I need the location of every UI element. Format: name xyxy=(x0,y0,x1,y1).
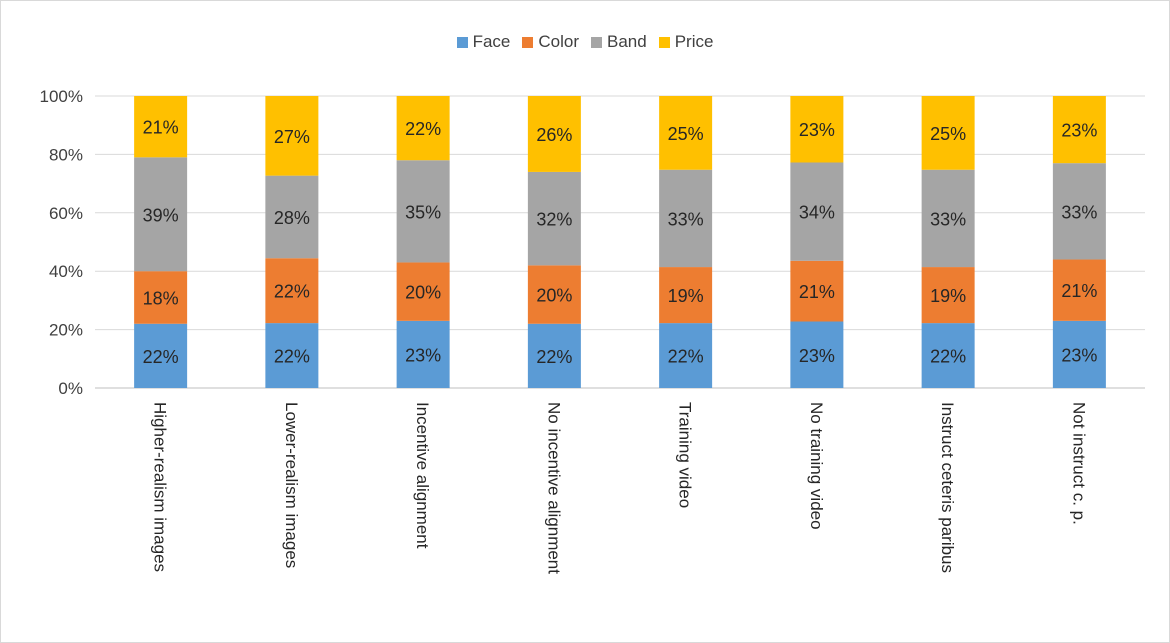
data-label: 26% xyxy=(536,125,572,145)
x-tick-label: Training video xyxy=(676,402,695,508)
data-label: 33% xyxy=(1061,202,1097,222)
legend-swatch-color xyxy=(522,36,534,48)
bar-segment-face xyxy=(921,323,975,388)
bar-segment-color xyxy=(134,271,188,324)
legend-item-band: Band xyxy=(590,32,647,52)
data-label: 20% xyxy=(536,286,572,306)
legend-swatch-price xyxy=(658,36,670,48)
legend-label-price: Price xyxy=(674,32,714,51)
y-tick-label: 60% xyxy=(49,204,83,223)
bar-segment-band xyxy=(265,175,319,259)
data-label: 33% xyxy=(930,209,966,229)
data-label: 23% xyxy=(1061,121,1097,141)
data-label: 25% xyxy=(668,124,704,144)
data-label: 22% xyxy=(405,119,441,139)
legend: Face Color Band Price xyxy=(0,32,1170,52)
legend-item-color: Color xyxy=(522,32,579,52)
bar-segment-price xyxy=(659,96,713,170)
legend-label-color: Color xyxy=(538,32,579,51)
data-label: 25% xyxy=(930,124,966,144)
x-tick-label: Not instruct c. p. xyxy=(1069,402,1088,525)
x-tick-label: No training video xyxy=(807,402,826,530)
data-label: 22% xyxy=(274,347,310,367)
data-label: 19% xyxy=(668,286,704,306)
y-tick-label: 80% xyxy=(49,145,83,164)
x-tick-label: Instruct ceteris paribus xyxy=(938,402,957,573)
data-label: 22% xyxy=(668,347,704,367)
x-tick-label: No incentive alignment xyxy=(544,402,563,574)
data-label: 21% xyxy=(1061,281,1097,301)
data-label: 35% xyxy=(405,202,441,222)
bar-segment-band xyxy=(921,169,975,268)
x-tick-label: Lower-realism images xyxy=(282,402,301,568)
y-tick-label: 100% xyxy=(40,87,83,106)
bar-segment-face xyxy=(265,323,319,388)
data-label: 23% xyxy=(799,120,835,140)
bar-segment-band xyxy=(134,157,188,272)
bar-segment-price xyxy=(921,96,975,170)
bar-segment-band xyxy=(527,171,581,266)
legend-swatch-band xyxy=(590,36,602,48)
x-tick-label: Higher-realism images xyxy=(151,402,170,572)
data-label: 28% xyxy=(274,208,310,228)
bar-segment-face xyxy=(527,323,581,388)
bar-segment-price xyxy=(790,96,844,163)
bar-segment-price xyxy=(1052,96,1106,164)
y-tick-label: 20% xyxy=(49,321,83,340)
legend-label-band: Band xyxy=(606,32,647,51)
bar-segment-color xyxy=(527,265,581,324)
data-label: 23% xyxy=(799,346,835,366)
data-label: 27% xyxy=(274,127,310,147)
bar-segment-face xyxy=(134,323,188,388)
bar-segment-price xyxy=(396,96,450,161)
bar-segment-color xyxy=(790,260,844,322)
data-label: 19% xyxy=(930,286,966,306)
data-label: 18% xyxy=(143,288,179,308)
bar-segment-color xyxy=(396,262,450,321)
legend-item-face: Face xyxy=(456,32,511,52)
y-tick-label: 0% xyxy=(58,379,83,398)
data-label: 20% xyxy=(405,283,441,303)
data-label: 39% xyxy=(143,205,179,225)
data-label: 22% xyxy=(930,347,966,367)
legend-label-face: Face xyxy=(472,32,511,51)
data-label: 21% xyxy=(799,282,835,302)
bar-segment-band xyxy=(1052,163,1106,260)
data-label: 32% xyxy=(536,210,572,230)
bar-segment-color xyxy=(921,267,975,324)
bar-segment-price xyxy=(134,96,188,158)
bar-segment-color xyxy=(1052,259,1106,321)
bar-segment-band xyxy=(396,160,450,263)
data-label: 22% xyxy=(536,347,572,367)
bar-segment-face xyxy=(396,320,450,388)
data-label: 22% xyxy=(143,347,179,367)
bar-segment-face xyxy=(790,321,844,388)
legend-item-price: Price xyxy=(658,32,714,52)
bar-segment-price xyxy=(527,96,581,172)
bar-segment-color xyxy=(659,267,713,324)
bar-segment-face xyxy=(659,323,713,388)
data-label: 21% xyxy=(143,118,179,138)
data-label: 23% xyxy=(1061,345,1097,365)
bar-segment-price xyxy=(265,96,319,176)
data-label: 34% xyxy=(799,203,835,223)
y-tick-label: 40% xyxy=(49,262,83,281)
bar-segment-color xyxy=(265,258,319,324)
x-tick-label: Incentive alignment xyxy=(413,402,432,549)
data-label: 23% xyxy=(405,345,441,365)
bar-segment-face xyxy=(1052,320,1106,388)
data-label: 33% xyxy=(668,209,704,229)
legend-swatch-face xyxy=(456,36,468,48)
data-label: 22% xyxy=(274,282,310,302)
bar-segment-band xyxy=(659,169,713,268)
bar-segment-band xyxy=(790,162,844,261)
